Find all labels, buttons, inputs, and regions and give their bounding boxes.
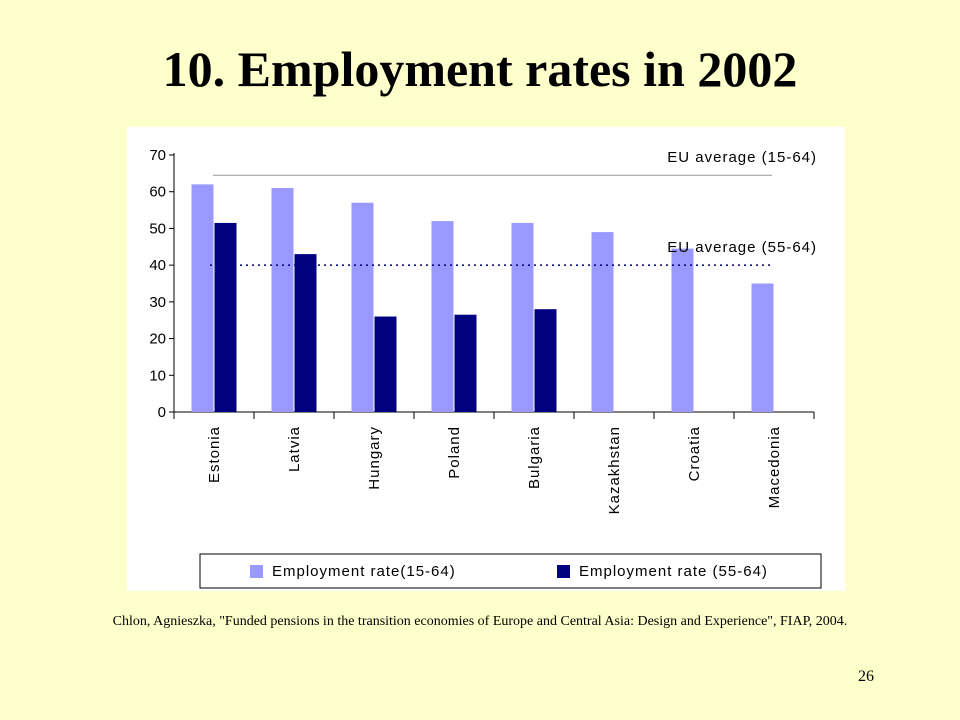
legend-swatch bbox=[250, 565, 263, 578]
y-tick-label: 70 bbox=[149, 147, 166, 164]
bar-estonia-series-1 bbox=[191, 184, 214, 412]
category-label: Estonia bbox=[206, 426, 223, 483]
bar-estonia-series-2 bbox=[214, 222, 237, 412]
reference-line-label: EU average (55-64) bbox=[667, 239, 817, 256]
category-label: Croatia bbox=[686, 426, 703, 481]
bar-hungary-series-1 bbox=[351, 202, 374, 412]
category-label: Hungary bbox=[366, 426, 383, 490]
legend-label: Employment rate(15-64) bbox=[272, 563, 456, 580]
category-label: Kazakhstan bbox=[606, 426, 623, 514]
legend-box bbox=[199, 553, 822, 589]
slide-title: 10. Employment rates in 2002 bbox=[162, 41, 798, 97]
bar-poland-series-2 bbox=[454, 314, 477, 412]
bar-bulgaria-series-1 bbox=[511, 222, 534, 412]
chart-area: 0 10 20 30 40 50 60 70 Estonia Latvia Hungary Polan… bbox=[127, 127, 845, 591]
y-tick-label: 10 bbox=[149, 367, 166, 384]
bar-hungary-series-2 bbox=[374, 316, 397, 412]
y-tick-label: 0 bbox=[158, 404, 166, 421]
category-label: Poland bbox=[446, 426, 463, 479]
legend-swatch bbox=[557, 565, 570, 578]
y-tick-label: 30 bbox=[149, 294, 166, 311]
reference-line-label: EU average (15-64) bbox=[667, 149, 817, 166]
employment-bar-chart: 0 10 20 30 40 50 60 70 Estonia Latvia Hungary Polan… bbox=[149, 147, 822, 589]
bar-latvia-series-2 bbox=[294, 254, 317, 412]
citation: Chlon, Agnieszka, "Funded pensions in th… bbox=[112, 614, 848, 629]
bar-kazakhstan-series-1 bbox=[591, 232, 614, 412]
bar-macedonia-series-1 bbox=[751, 283, 774, 412]
bar-latvia-series-1 bbox=[271, 188, 294, 412]
y-tick-label: 50 bbox=[149, 220, 166, 237]
bar-croatia-series-1 bbox=[671, 248, 694, 412]
bar-poland-series-1 bbox=[431, 221, 454, 412]
page-number: 26 bbox=[858, 668, 874, 685]
legend-label: Employment rate (55-64) bbox=[579, 563, 768, 580]
category-label: Macedonia bbox=[766, 426, 783, 508]
category-label: Latvia bbox=[286, 426, 303, 472]
y-tick-label: 20 bbox=[149, 331, 166, 348]
bar-bulgaria-series-2 bbox=[534, 309, 557, 412]
y-tick-label: 60 bbox=[149, 184, 166, 201]
y-tick-label: 40 bbox=[149, 257, 166, 274]
category-label: Bulgaria bbox=[526, 426, 543, 489]
